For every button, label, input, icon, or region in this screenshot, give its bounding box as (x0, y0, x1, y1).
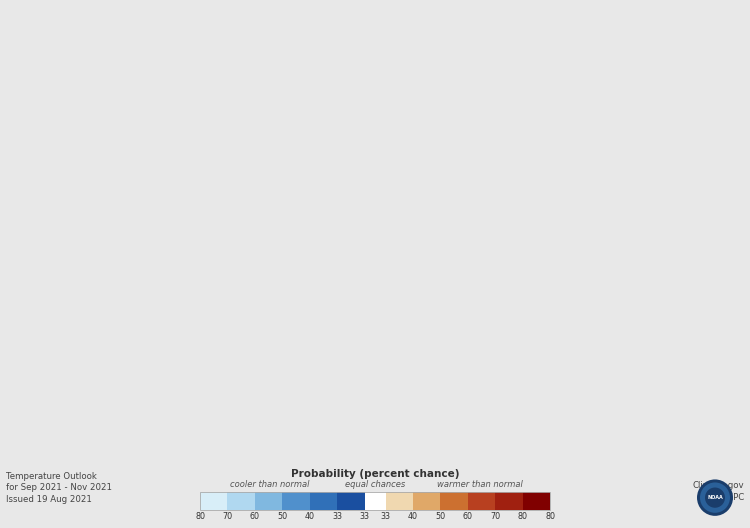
Text: warmer than normal: warmer than normal (437, 480, 523, 489)
Text: 50: 50 (435, 512, 445, 521)
Bar (495, 492, 523, 510)
Bar (413, 492, 440, 510)
Text: Probability (percent chance): Probability (percent chance) (291, 469, 459, 479)
Text: equal chances: equal chances (345, 480, 405, 489)
Bar (440, 492, 468, 510)
Circle shape (705, 487, 725, 508)
Text: cooler than normal: cooler than normal (230, 480, 310, 489)
Text: 60: 60 (250, 512, 259, 521)
Circle shape (700, 483, 730, 513)
Text: 80: 80 (545, 512, 555, 521)
Text: 40: 40 (304, 512, 315, 521)
Bar (310, 492, 337, 510)
Text: NOAA: NOAA (707, 495, 723, 500)
Text: 70: 70 (490, 512, 500, 521)
Bar (468, 492, 495, 510)
Circle shape (697, 479, 733, 516)
Bar (200, 492, 550, 510)
Text: 70: 70 (222, 512, 232, 521)
Text: 33: 33 (332, 512, 342, 521)
Text: 80: 80 (518, 512, 527, 521)
Text: 80: 80 (195, 512, 205, 521)
Bar (227, 492, 255, 510)
Text: for Sep 2021 - Nov 2021: for Sep 2021 - Nov 2021 (6, 484, 112, 493)
Bar (337, 492, 364, 510)
Text: Climate.gov: Climate.gov (692, 482, 744, 491)
Text: Issued 19 Aug 2021: Issued 19 Aug 2021 (6, 495, 91, 504)
Bar (523, 492, 550, 510)
Text: 33: 33 (380, 512, 391, 521)
Bar (386, 492, 413, 510)
Text: 60: 60 (463, 512, 472, 521)
Bar (282, 492, 310, 510)
Text: 33: 33 (359, 512, 370, 521)
Text: 40: 40 (408, 512, 418, 521)
Text: Temperature Outlook: Temperature Outlook (6, 473, 97, 482)
Bar (255, 492, 282, 510)
Text: 50: 50 (278, 512, 287, 521)
Bar (200, 492, 227, 510)
Text: Data: CPC: Data: CPC (700, 493, 744, 502)
Bar (364, 492, 386, 510)
